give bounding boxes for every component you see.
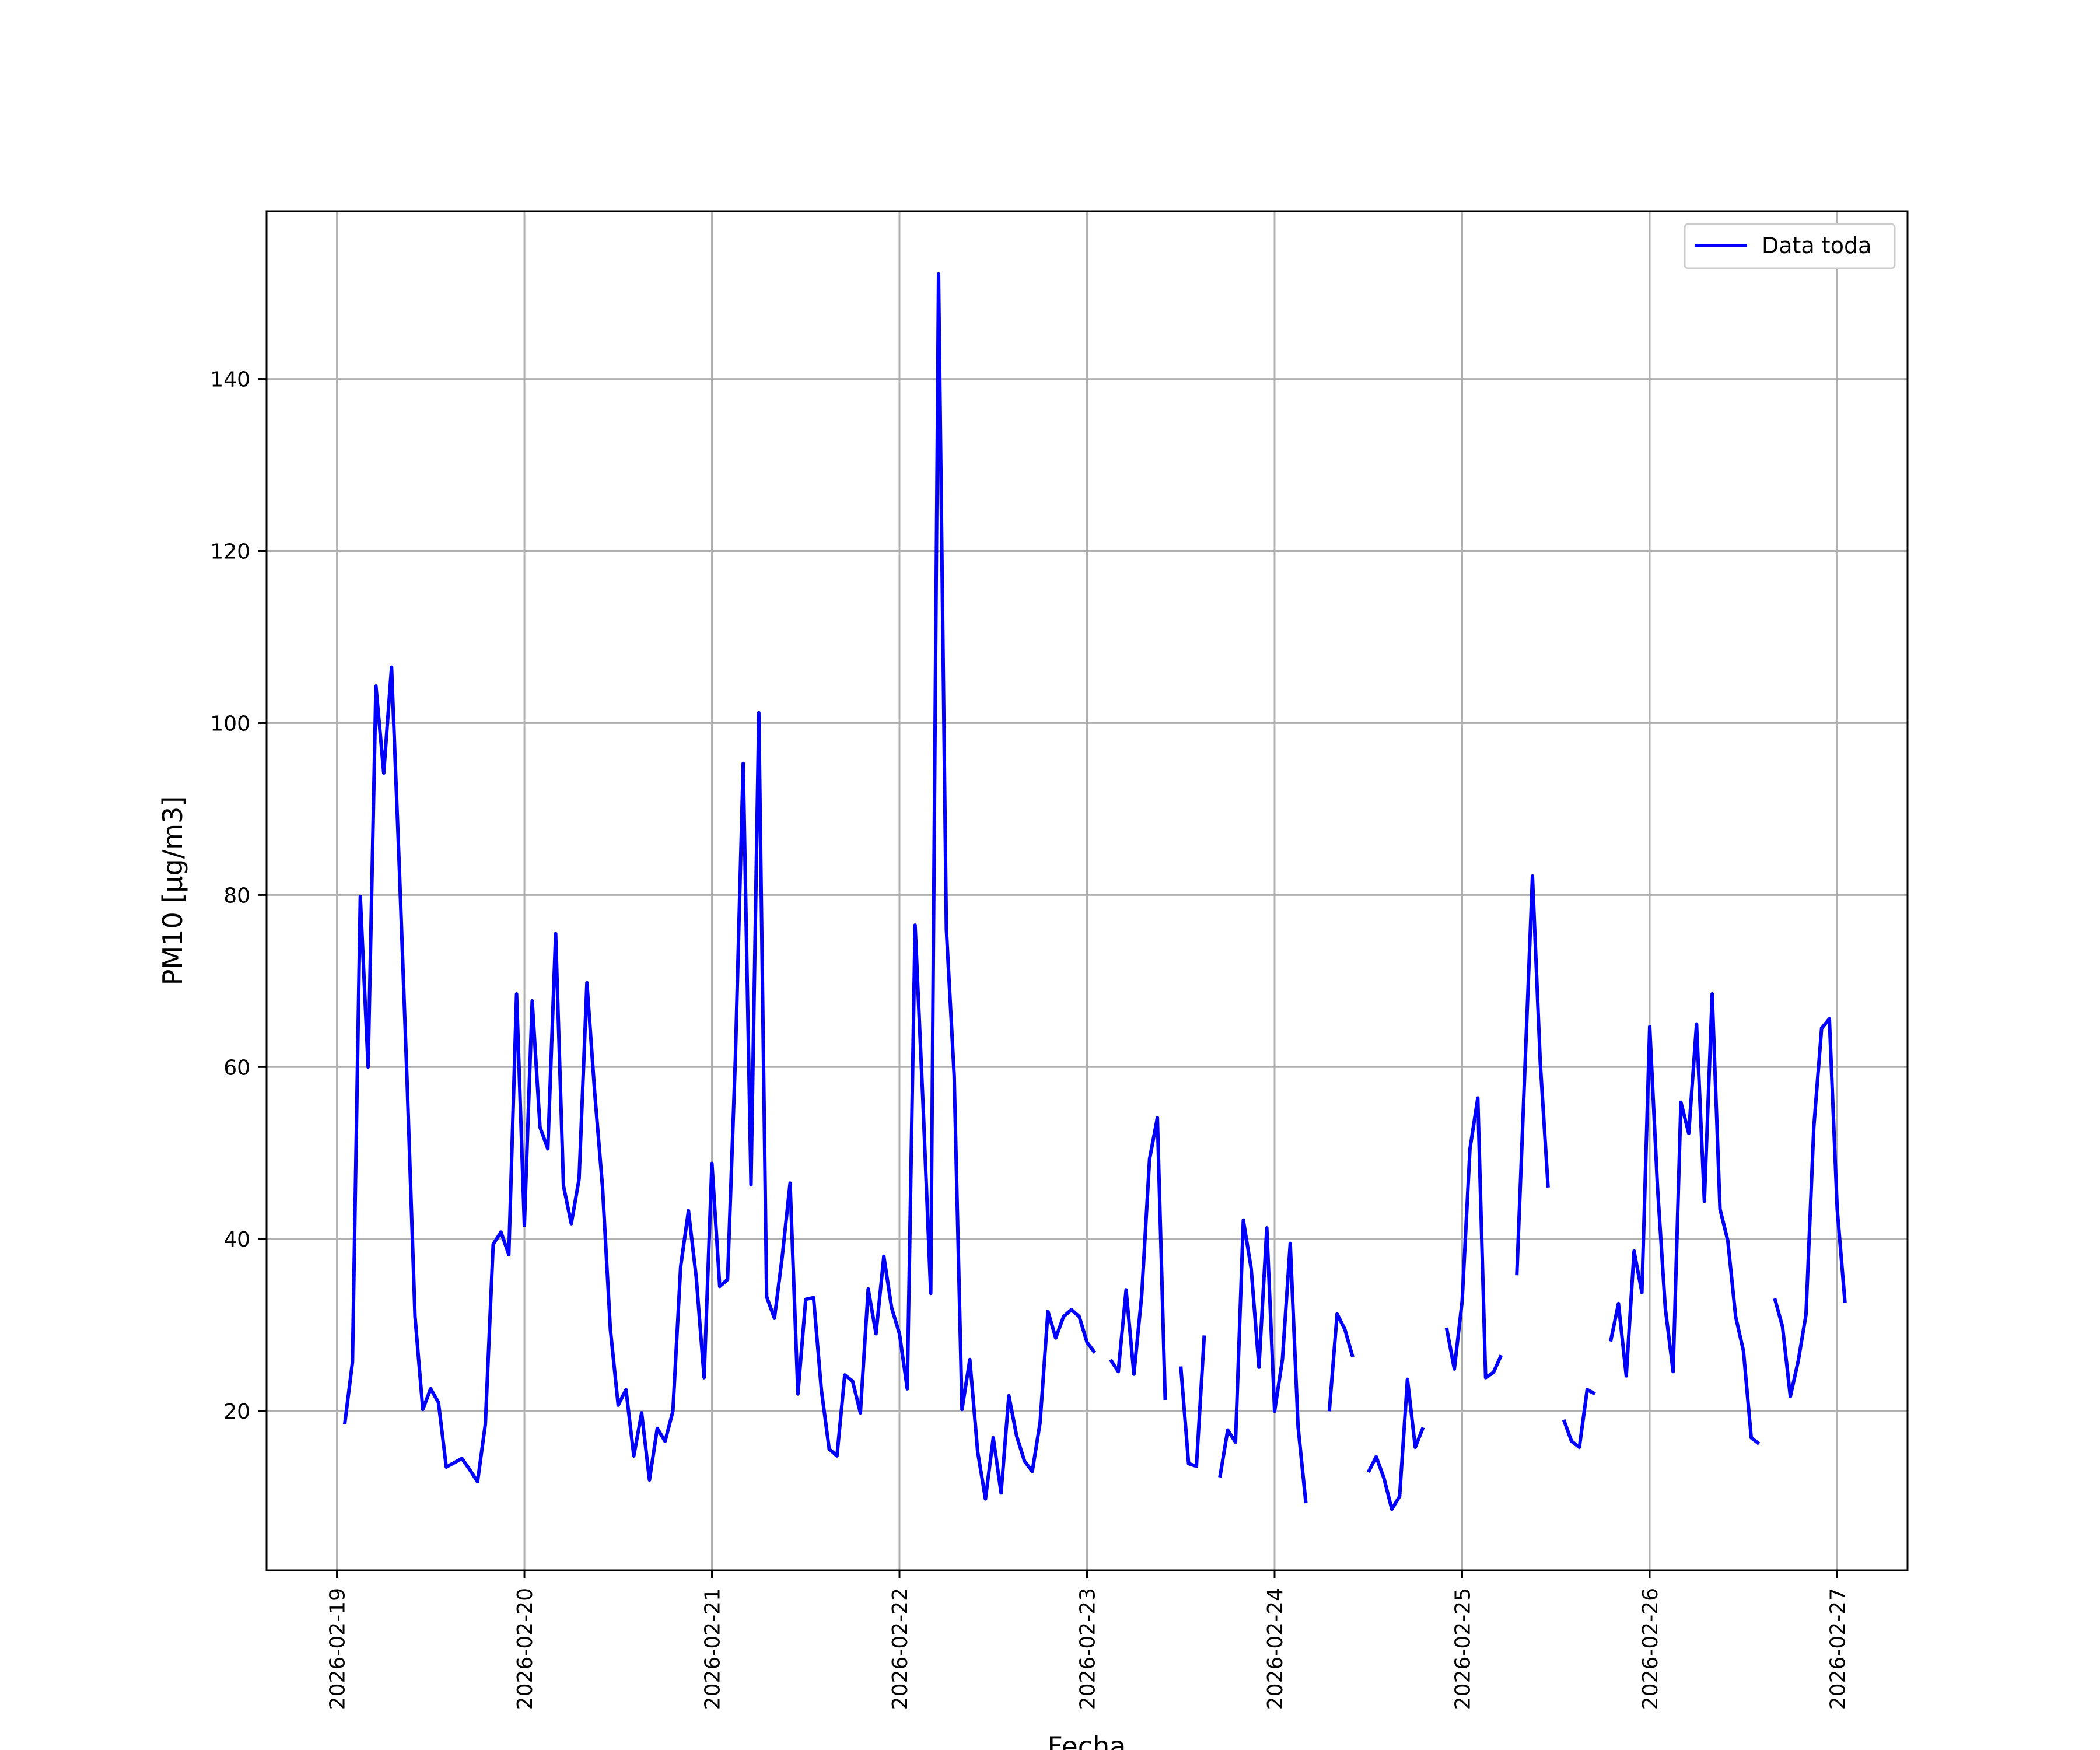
y-tick-label: 40 <box>223 1228 250 1252</box>
x-tick-label: 2026-02-19 <box>326 1588 350 1710</box>
x-tick-label: 2026-02-21 <box>701 1588 725 1710</box>
x-tick-label: 2026-02-23 <box>1076 1588 1100 1710</box>
series-line-0 <box>343 272 1847 1511</box>
legend-box <box>1684 223 1896 270</box>
x-tick-label: 2026-02-27 <box>1826 1588 1850 1710</box>
x-tick-label: 2026-02-25 <box>1451 1588 1475 1710</box>
y-axis-title: PM10 [μg/m3] <box>157 796 188 986</box>
x-tick-label: 2026-02-20 <box>513 1588 537 1710</box>
x-axis-title: Fecha <box>1048 1731 1126 1750</box>
y-tick-label: 120 <box>210 540 250 564</box>
x-tick-label: 2026-02-26 <box>1639 1588 1662 1710</box>
grid <box>267 211 1908 1570</box>
y-tick-label: 60 <box>223 1056 250 1080</box>
y-tick-label: 80 <box>223 884 250 908</box>
y-tick-label: 100 <box>210 712 250 736</box>
y-tick-label: 140 <box>210 368 250 392</box>
legend: Data toda <box>1684 223 1896 270</box>
x-tick-label: 2026-02-24 <box>1264 1588 1287 1710</box>
series-layer <box>343 272 1847 1511</box>
x-tick-label: 2026-02-22 <box>888 1588 912 1710</box>
ticks: 2026-02-19 2026-02-20 2026-02-21 2026-02-22… <box>210 368 1850 1710</box>
legend-label: Data toda <box>1762 233 1871 258</box>
y-tick-label: 20 <box>223 1400 250 1424</box>
